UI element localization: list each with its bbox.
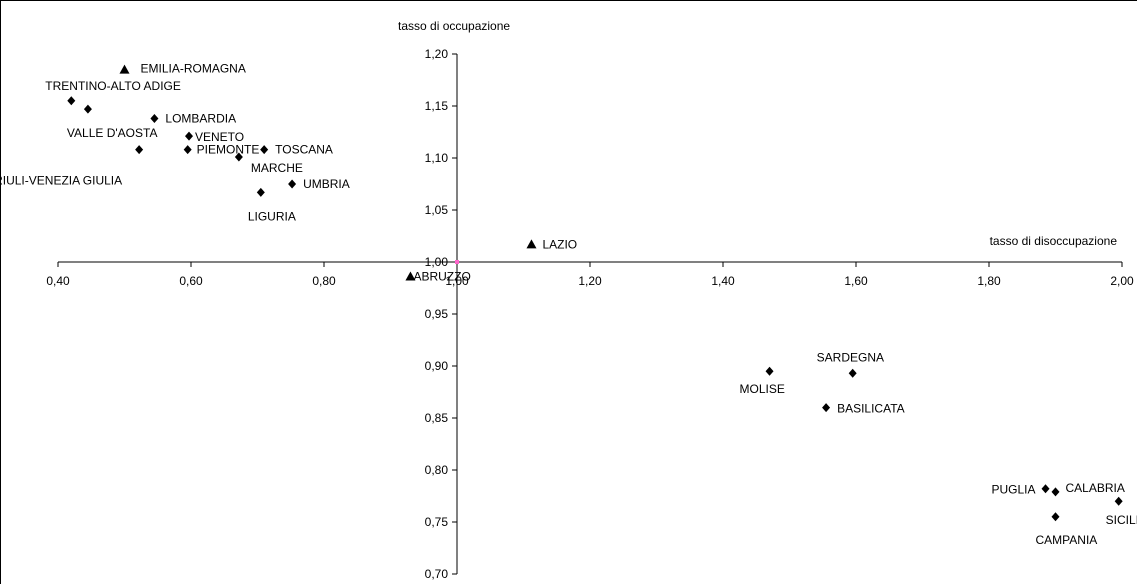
label-veneto: VENETO: [195, 130, 244, 144]
label-sardegna: SARDEGNA: [817, 350, 884, 364]
y-tick-label: 1,05: [425, 203, 449, 217]
point-calabria: [1051, 487, 1060, 497]
point-umbria: [288, 179, 297, 189]
y-tick-label: 0,95: [425, 307, 449, 321]
label-lombardia: LOMBARDIA: [165, 111, 236, 125]
point-veneto: [185, 131, 194, 141]
point-toscana: [260, 145, 269, 155]
label-basilicata: BASILICATA: [837, 402, 905, 416]
point-marche: [234, 152, 243, 162]
x-axis-title: tasso di disoccupazione: [990, 234, 1118, 248]
x-tick-label: 0,80: [312, 274, 336, 288]
label-trentino-alto-adige: TRENTINO-ALTO ADIGE: [45, 79, 181, 93]
label-molise: MOLISE: [740, 382, 785, 396]
point-lombardia: [150, 113, 159, 123]
label-emilia-romagna: EMILIA-ROMAGNA: [141, 62, 246, 76]
y-tick-label: 0,85: [425, 411, 449, 425]
point-valle-d-aosta: [83, 104, 92, 114]
point-emilia-romagna: [119, 64, 130, 74]
point-campania: [1051, 512, 1060, 522]
label-friuli-venezia-giulia: FRIULI-VENEZIA GIULIA: [0, 174, 122, 188]
point-piemonte: [183, 145, 192, 155]
x-tick-label: 1,00: [445, 274, 469, 288]
label-campania: CAMPANIA: [1036, 533, 1098, 547]
point-sicilia: [1114, 496, 1123, 506]
data-points: [67, 64, 1123, 522]
y-tick-label: 1,15: [425, 99, 449, 113]
point-sardegna: [848, 368, 857, 378]
y-tick-label: 1,00: [425, 255, 449, 269]
label-toscana: TOSCANA: [275, 143, 333, 157]
label-valle-d-aosta: VALLE D'AOSTA: [67, 126, 158, 140]
y-tick-label: 0,70: [425, 567, 449, 581]
x-tick-label: 1,60: [844, 274, 868, 288]
x-tick-label: 1,80: [977, 274, 1001, 288]
y-axis-title: tasso di occupazione: [398, 19, 510, 33]
label-marche: MARCHE: [251, 161, 303, 175]
point-trentino-alto-adige: [67, 96, 76, 106]
point-labels: EMILIA-ROMAGNA TRENTINO-ALTO ADIGE VALLE D…: [0, 62, 1137, 547]
point-liguria: [256, 187, 265, 197]
label-calabria: CALABRIA: [1066, 481, 1125, 495]
label-piemonte: PIEMONTE: [197, 143, 260, 157]
x-tick-label: 1,20: [578, 274, 602, 288]
point-lazio: [526, 239, 537, 249]
y-tick-label: 0,90: [425, 359, 449, 373]
point-molise: [765, 366, 774, 376]
x-tick-label: 0,40: [46, 274, 70, 288]
axes: [57, 53, 1123, 575]
tick-labels: 0,40 0,60 0,80 1,00 1,20 1,40 1,60 1,80 2,00 0,70…: [46, 47, 1134, 581]
x-tick-label: 0,60: [179, 274, 203, 288]
y-tick-label: 0,80: [425, 463, 449, 477]
point-puglia: [1041, 484, 1050, 494]
point-abruzzo: [405, 271, 416, 281]
x-tick-label: 1,40: [711, 274, 735, 288]
label-liguria: LIGURIA: [248, 209, 296, 223]
label-puglia: PUGLIA: [992, 483, 1036, 497]
point-basilicata: [822, 403, 831, 413]
y-tick-label: 1,20: [425, 47, 449, 61]
label-abruzzo: ABRUZZO: [413, 270, 470, 284]
point-friuli-venezia-giulia: [135, 145, 144, 155]
x-tick-label: 2,00: [1110, 274, 1134, 288]
origin-marker: [455, 260, 459, 264]
label-lazio: LAZIO: [542, 237, 577, 251]
y-tick-label: 0,75: [425, 515, 449, 529]
label-sicilia: SICILIA: [1106, 513, 1137, 527]
y-tick-label: 1,10: [425, 151, 449, 165]
label-umbria: UMBRIA: [303, 177, 350, 191]
